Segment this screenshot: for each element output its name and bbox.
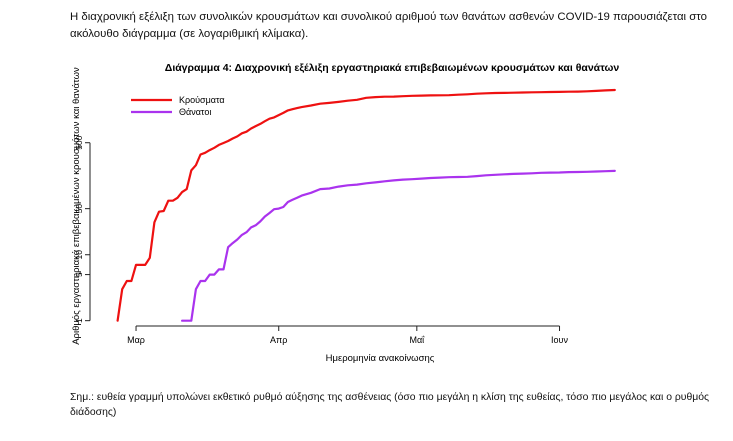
x-tick-label: Μαΐ [409,335,425,345]
y-tick-label: 500 [74,135,84,149]
x-tick-label: Απρ [270,335,287,345]
chart-axes: 1 5 10 50 500 Μαρ Απρ Μαΐ Ιουν [74,135,568,345]
chart-legend: Κρούσματα Θάνατοι [131,95,225,117]
legend-label: Θάνατοι [179,107,211,117]
chart-series [116,88,616,322]
legend-label: Κρούσματα [179,95,225,105]
x-tick-label: Ιουν [551,335,568,345]
x-axis-label: Ημερομηνία ανακοίνωσης [326,353,435,364]
y-tick-label: 5 [74,272,84,277]
y-tick-label: 1 [74,318,84,323]
y-axis-label: Αριθμός εργαστηριακά επιβεβαιωμένων κρου… [71,67,82,345]
x-tick-label: Μαρ [127,335,145,345]
y-tick-label: 10 [74,250,84,260]
intro-paragraph: Η διαχρονική εξέλιξη των συνολικών κρουσ… [70,11,707,40]
y-tick-label: 50 [74,204,84,214]
footnote: Σημ.: ευθεία γραμμή υπολώνει εκθετικό ρυ… [70,392,710,418]
series-line-1 [116,88,616,322]
chart-title: Διάγραμμα 4: Διαχρονική εξέλιξη εργαστηρ… [165,62,620,74]
series-line-2 [181,169,616,322]
